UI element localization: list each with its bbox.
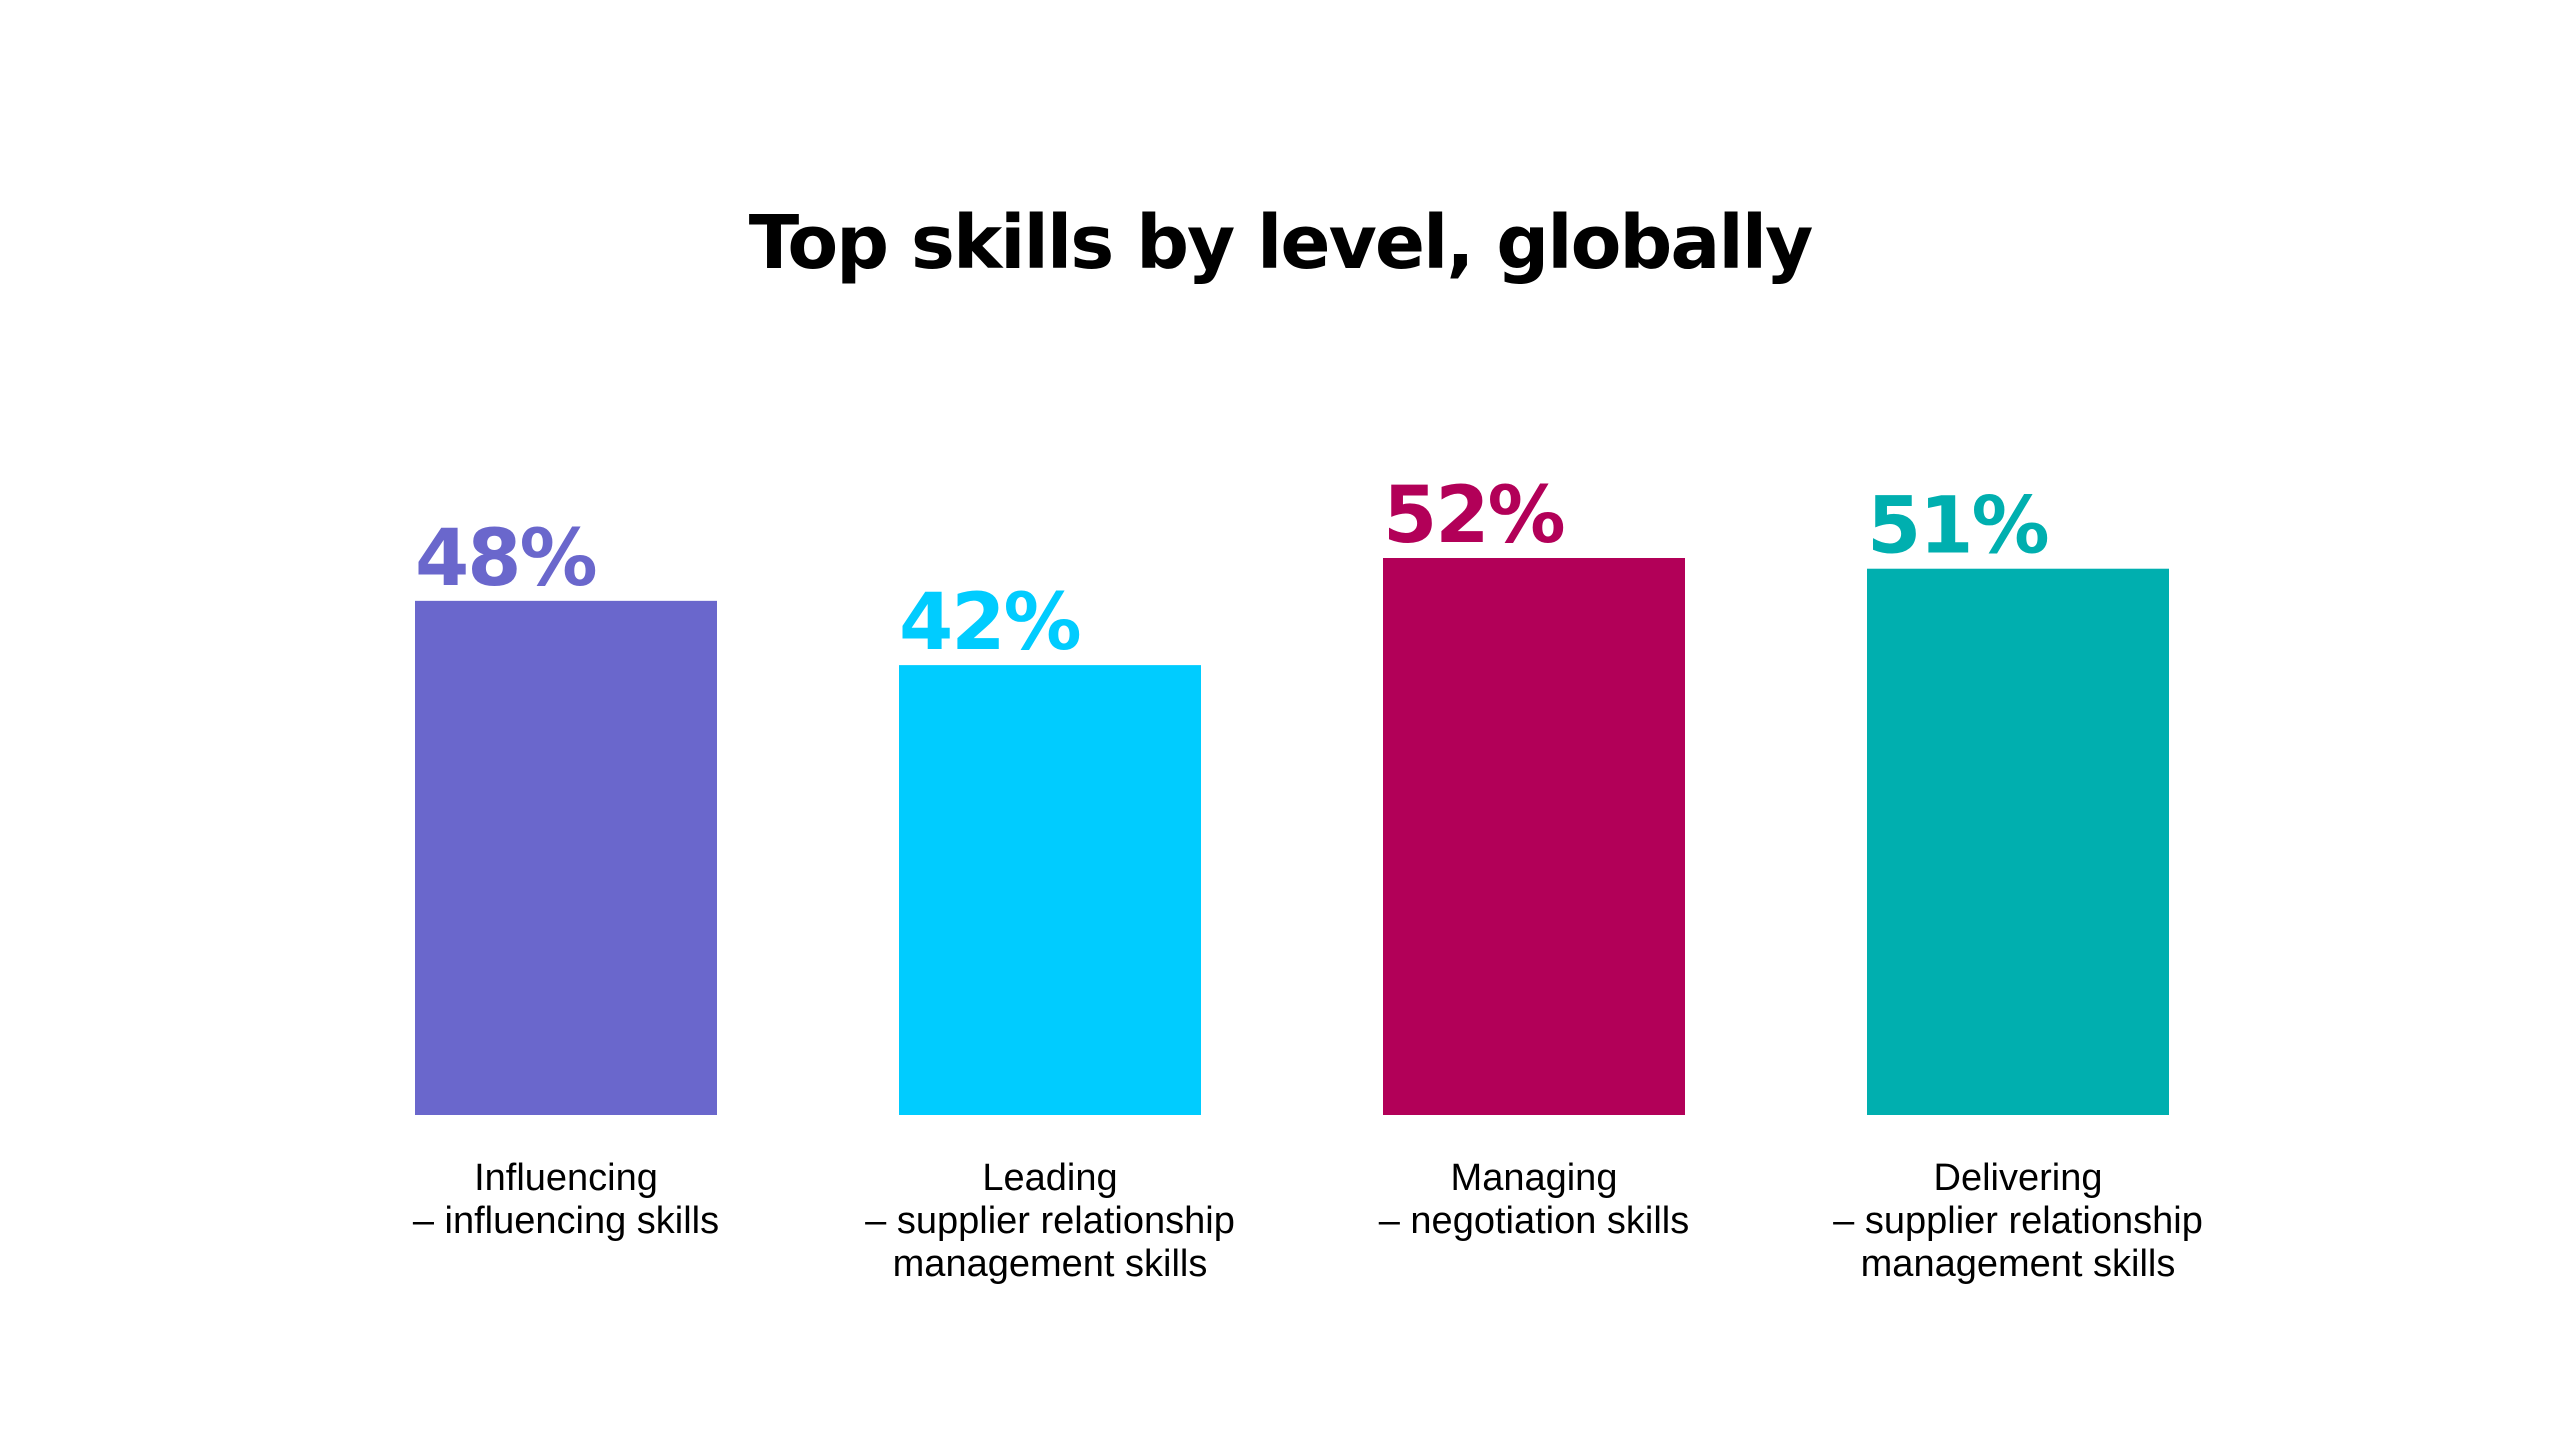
category-label-1-line-1: – supplier relationship xyxy=(865,1200,1235,1242)
category-label-3-line-0: Delivering xyxy=(1934,1157,2103,1199)
value-label-1: 42% xyxy=(899,578,1080,668)
category-label-0-line-1: – influencing skills xyxy=(413,1200,719,1242)
bar-3 xyxy=(1867,568,2169,1115)
value-label-0: 48% xyxy=(415,514,596,604)
value-label-2: 52% xyxy=(1383,471,1564,561)
bar-group-2: 52% Managing– negotiation skills xyxy=(1379,471,1690,1242)
bar-2 xyxy=(1383,558,1685,1115)
bar-group-1: 42% Leading– supplier relationshipmanagem… xyxy=(865,578,1235,1285)
category-label-3-line-1: – supplier relationship xyxy=(1833,1200,2203,1242)
category-label-1-line-2: management skills xyxy=(893,1243,1208,1285)
bar-group-3: 51% Delivering– supplier relationshipmana… xyxy=(1833,482,2203,1285)
category-label-1-line-0: Leading xyxy=(982,1157,1117,1199)
category-label-0-line-0: Influencing xyxy=(474,1157,658,1199)
bar-group-0: 48% Influencing– influencing skills xyxy=(413,514,719,1242)
bar-0 xyxy=(415,600,717,1115)
category-label-3-line-2: management skills xyxy=(1861,1243,2176,1285)
category-label-2-line-0: Managing xyxy=(1451,1157,1618,1199)
category-label-2-line-1: – negotiation skills xyxy=(1379,1200,1690,1242)
chart-title: Top skills by level, globally xyxy=(748,200,1814,286)
bar-1 xyxy=(899,665,1201,1115)
value-label-3: 51% xyxy=(1867,482,2048,572)
